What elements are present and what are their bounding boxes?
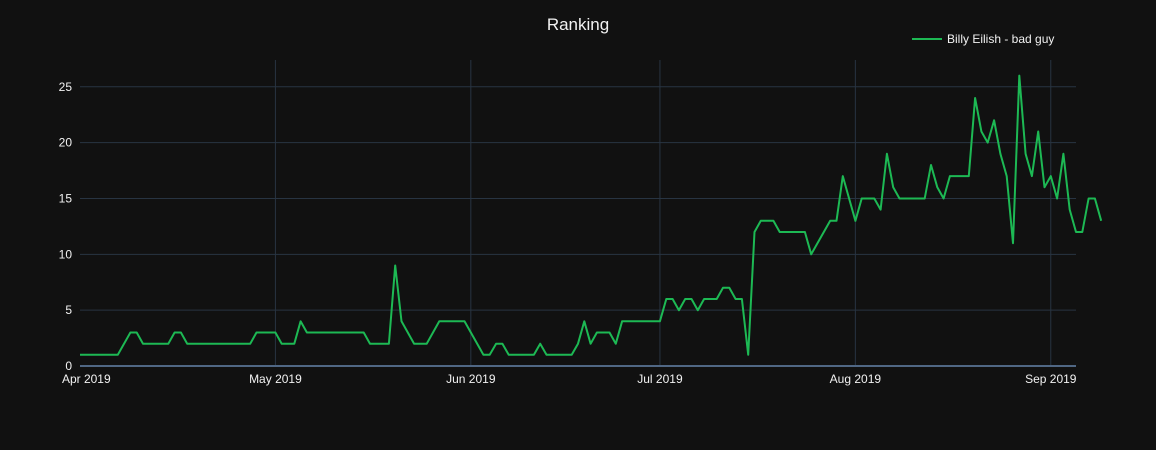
legend-label: Billy Eilish - bad guy (947, 32, 1054, 46)
y-tick-label: 10 (59, 247, 73, 261)
chart-title: Ranking (547, 15, 609, 34)
y-tick-label: 15 (59, 191, 73, 205)
y-tick-label: 25 (59, 80, 73, 94)
series-line[interactable] (80, 74, 1103, 356)
y-axis-ticks: 0 5 10 15 20 25 (59, 80, 73, 373)
y-tick-label: 5 (65, 303, 72, 317)
x-tick-label: Sep 2019 (1025, 372, 1077, 386)
x-tick-label: Apr 2019 (62, 372, 111, 386)
y-tick-label: 0 (65, 359, 72, 373)
legend[interactable]: Billy Eilish - bad guy (912, 32, 1054, 46)
x-tick-label: May 2019 (249, 372, 302, 386)
y-gridlines (80, 86, 1076, 367)
x-tick-label: Jul 2019 (637, 372, 683, 386)
x-tick-label: Aug 2019 (830, 372, 882, 386)
y-tick-label: 20 (59, 136, 73, 150)
x-tick-label: Jun 2019 (446, 372, 496, 386)
series-layer (80, 74, 1103, 356)
x-axis-ticks: Apr 2019 May 2019 Jun 2019 Jul 2019 Aug 2019… (62, 372, 1077, 386)
x-gridlines (274, 60, 1052, 366)
